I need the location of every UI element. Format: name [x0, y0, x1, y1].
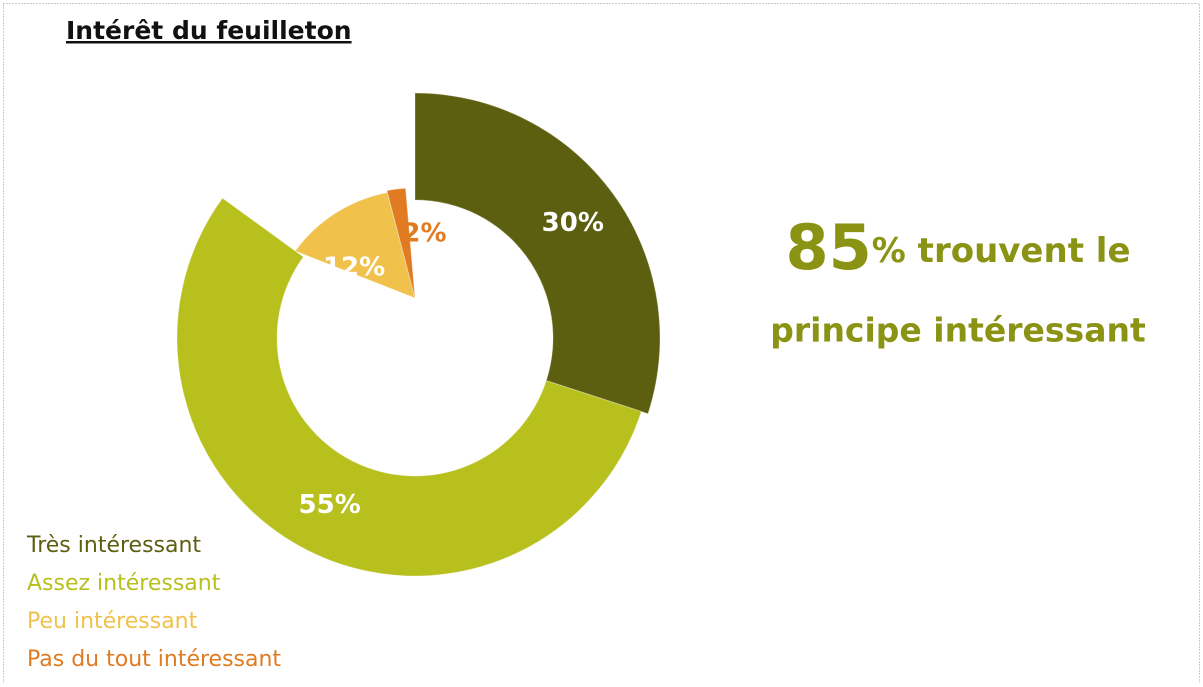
legend-entry: Assez intéressant [27, 571, 221, 596]
slice [414, 92, 661, 415]
data-label: 30% [542, 208, 604, 238]
annotation: 85% trouvent le [786, 211, 1131, 284]
data-label: 55% [299, 490, 361, 520]
legend-entry: Pas du tout intéressant [27, 647, 281, 672]
slice [386, 187, 416, 299]
legend-entry: Très intéressant [26, 533, 201, 558]
frame [3, 3, 1200, 684]
annotation-number: 85 [786, 211, 872, 284]
slice [176, 197, 642, 577]
data-label: 12% [323, 252, 385, 282]
slice [294, 192, 416, 299]
chart-title: Intérêt du feuilleton [66, 16, 352, 45]
data-label: 2% [402, 218, 446, 248]
annotation-suffix: % trouvent le [872, 231, 1131, 271]
legend-entry: Peu intéressant [27, 609, 198, 634]
annotation-line: principe intéressant [770, 311, 1146, 350]
